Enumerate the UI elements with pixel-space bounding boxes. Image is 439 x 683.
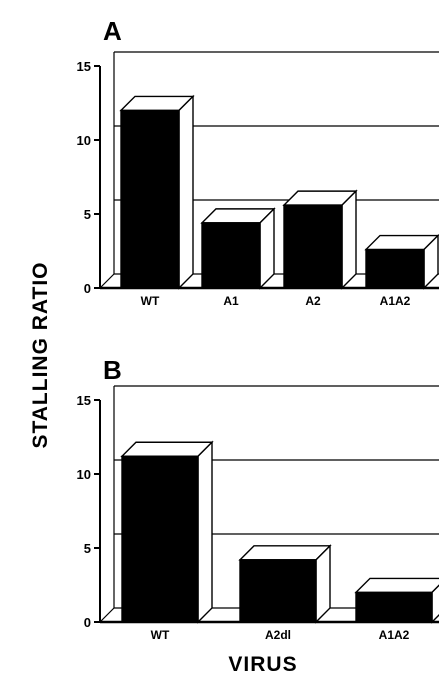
y-tick-label: 0 bbox=[84, 615, 91, 630]
x-tick-label: A1A2 bbox=[379, 628, 410, 642]
floor-edge bbox=[99, 273, 115, 289]
bar-wt bbox=[120, 440, 214, 624]
bar-wt bbox=[119, 94, 195, 290]
x-tick-label: WT bbox=[151, 628, 170, 642]
floor-edge bbox=[99, 607, 115, 623]
panel-label-b: B bbox=[103, 355, 122, 385]
x-tick-label: A1 bbox=[223, 294, 239, 308]
y-tick-label: 15 bbox=[77, 393, 91, 408]
y-tick-label: 15 bbox=[77, 59, 91, 74]
bar-a1a2 bbox=[354, 577, 439, 624]
x-tick-label: WT bbox=[141, 294, 160, 308]
y-tick-label: 5 bbox=[84, 207, 91, 222]
y-tick-label: 10 bbox=[77, 133, 91, 148]
y-tick-label: 0 bbox=[84, 281, 91, 296]
bar-a1 bbox=[200, 207, 276, 290]
bar-a2 bbox=[282, 189, 358, 290]
y-tick-label: 10 bbox=[77, 467, 91, 482]
bar-a1a2 bbox=[364, 233, 439, 290]
x-tick-label: A2 bbox=[305, 294, 321, 308]
y-axis-title: STALLING RATIO bbox=[29, 261, 52, 448]
x-tick-label: A2dl bbox=[265, 628, 291, 642]
panel-label-a: A bbox=[103, 16, 122, 46]
x-axis-title: VIRUS bbox=[228, 653, 297, 676]
x-tick-label: A1A2 bbox=[380, 294, 411, 308]
y-tick-label: 5 bbox=[84, 541, 91, 556]
chart-panel-b: B 0 5 10 15 WT A2dl A1A2 bbox=[77, 355, 439, 642]
bar-a2dl bbox=[238, 544, 332, 624]
